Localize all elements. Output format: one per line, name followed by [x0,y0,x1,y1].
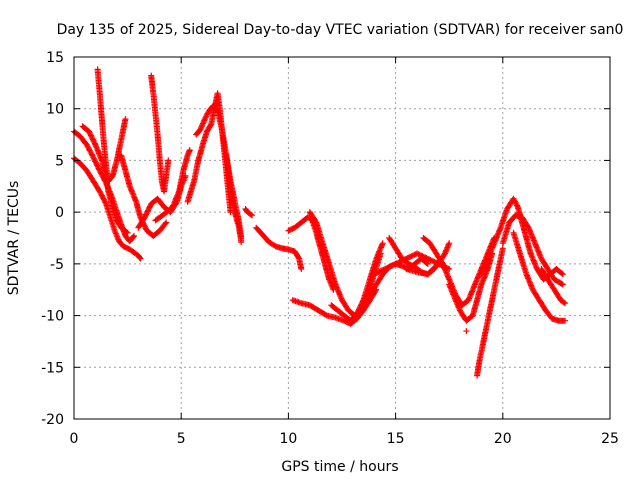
data-point-markers [538,266,568,307]
data-point-markers [152,147,193,224]
data-point-markers [499,212,566,288]
data-point-marker [463,328,470,335]
data-point-markers [242,206,255,219]
data-point-markers [474,245,506,379]
y-tick-label: -20 [41,412,64,428]
data-point-markers [285,214,337,293]
data-point-markers [253,224,305,272]
y-tick-label: 0 [55,205,64,221]
y-tick-label: 10 [46,102,64,118]
x-tick-label: 0 [70,431,79,447]
x-tick-label: 10 [279,431,297,447]
x-tick-label: 20 [494,431,512,447]
x-tick-label: 5 [177,431,186,447]
plot-frame [73,56,611,420]
axis-ticks: 0 5 10 15 20 25 -20 -15 -10 -5 0 5 10 15 [41,50,619,447]
data-point-markers [510,229,568,324]
series-arc-30 [538,266,568,307]
y-tick-label: 15 [46,50,64,66]
series-arc-26 [478,195,534,278]
y-tick-label: -10 [41,309,64,325]
data-point-markers [478,195,534,278]
series-arc-14 [285,214,337,293]
data-point-markers [289,286,380,327]
series-arc-4 [94,66,129,185]
series-arc-16 [289,286,380,327]
y-axis-title: SDTVAR / TECUs [6,181,22,296]
series-arc-8 [152,147,193,224]
series-arc-27 [499,212,566,288]
data-point-markers [446,250,496,324]
series-arc-13 [253,224,305,272]
series-arc-28 [510,229,568,324]
series-arc-25 [474,245,506,379]
x-axis-title: GPS time / hours [281,459,398,475]
series-arc-12 [242,206,255,219]
data-marks [71,66,568,379]
series-arc-23 [446,250,496,324]
y-tick-label: 5 [55,153,64,169]
series-arc-7 [148,72,172,195]
x-tick-label: 15 [387,431,405,447]
chart-title: Day 135 of 2025, Sidereal Day-to-day VTE… [57,22,624,38]
data-point-markers [223,151,245,246]
y-tick-label: -5 [50,257,64,273]
y-tick-label: -15 [41,360,64,376]
series-arc-11 [223,151,245,246]
x-tick-label: 25 [601,431,619,447]
series-arc-24 [463,328,470,335]
data-point-markers [148,72,172,195]
data-point-markers [94,66,129,185]
